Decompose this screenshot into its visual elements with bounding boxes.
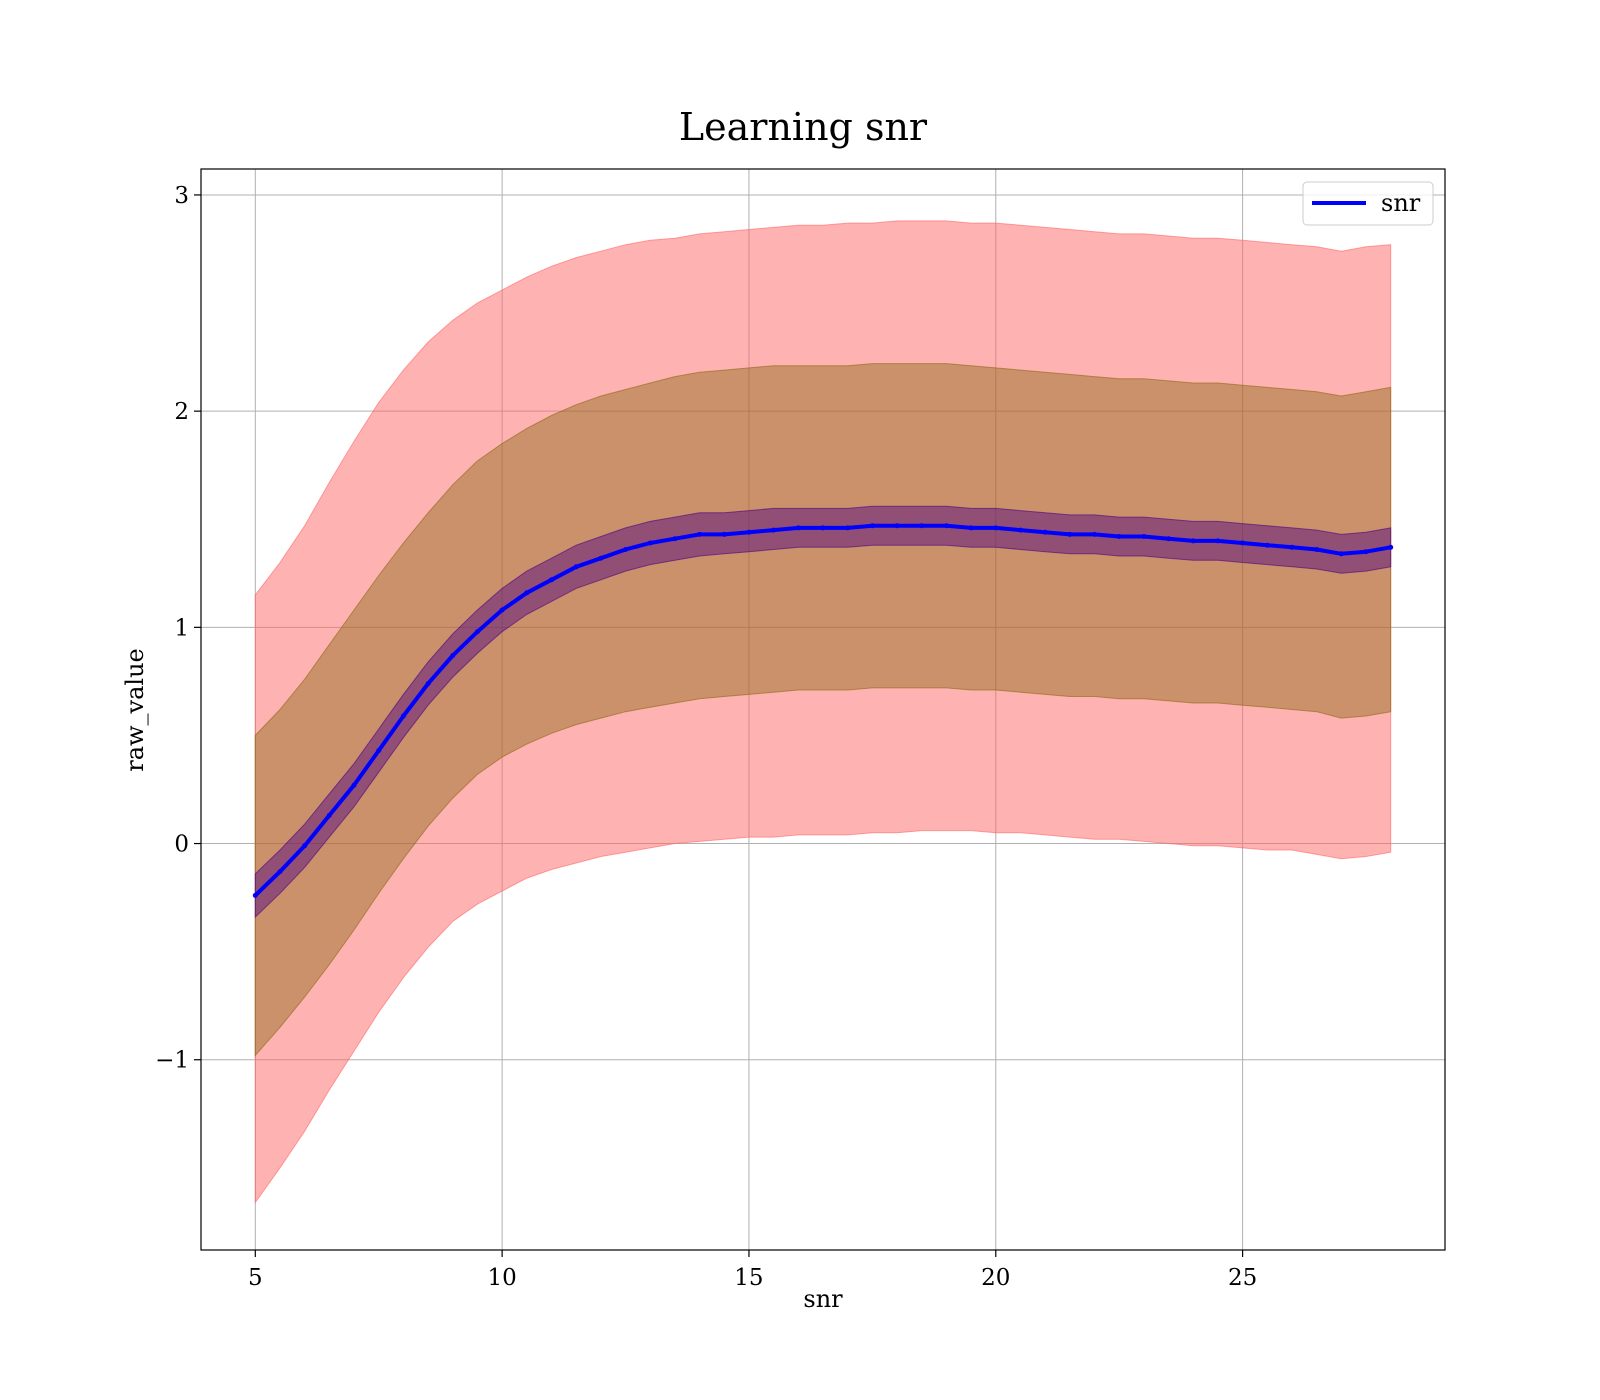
series-point-7	[425, 681, 431, 687]
series-point-45	[1363, 549, 1369, 555]
series-point-20	[746, 529, 752, 535]
series-point-2	[302, 843, 308, 849]
x-tick-label-25: 25	[1228, 1265, 1257, 1291]
series-point-25	[869, 523, 875, 529]
y-axis-ticks: −1 0 1 2 3	[155, 183, 201, 1074]
series-point-21	[771, 527, 777, 533]
legend: snr	[1302, 181, 1434, 226]
series-point-5	[376, 748, 382, 754]
series-point-43	[1314, 547, 1320, 552]
series-point-40	[1240, 540, 1246, 546]
series-point-9	[474, 629, 480, 635]
series-point-18	[697, 531, 703, 537]
legend-box	[1302, 181, 1434, 226]
series-point-41	[1264, 542, 1270, 548]
series-point-3	[326, 812, 332, 818]
series-point-30	[993, 525, 999, 531]
series-point-36	[1141, 534, 1147, 539]
series-point-10	[499, 607, 505, 613]
series-point-4	[351, 782, 357, 788]
y-tick-label-4: 3	[174, 183, 189, 209]
series-lines	[252, 523, 1394, 898]
series-point-33	[1067, 531, 1073, 537]
series-point-16	[647, 540, 653, 546]
series-point-15	[623, 547, 628, 552]
series-point-24	[845, 525, 851, 531]
x-axis-label: snr	[803, 1285, 843, 1313]
series-point-14	[598, 555, 604, 561]
series-point-31	[1018, 527, 1023, 533]
y-tick-label-2: 1	[174, 615, 189, 641]
series-point-28	[943, 523, 949, 529]
band-outer-band	[254, 220, 1392, 1204]
series-point-29	[968, 525, 974, 531]
series-point-46	[1388, 544, 1394, 550]
series-point-8	[450, 653, 456, 658]
series-point-37	[1166, 536, 1172, 542]
series-point-19	[721, 531, 727, 537]
y-tick-label-3: 2	[174, 399, 189, 425]
legend-entry-snr: snr	[1381, 189, 1421, 217]
y-tick-label-0: −1	[155, 1048, 189, 1074]
x-tick-label-20: 20	[981, 1265, 1010, 1291]
series-point-42	[1289, 544, 1295, 550]
x-tick-label-5: 5	[248, 1265, 263, 1291]
series-point-22	[795, 525, 801, 531]
series-point-34	[1092, 531, 1097, 537]
series-point-12	[549, 577, 554, 583]
x-tick-label-10: 10	[487, 1265, 516, 1291]
series-point-26	[894, 523, 900, 529]
series-point-35	[1116, 534, 1122, 539]
plot-area-frame	[200, 168, 1446, 1251]
series-point-6	[400, 713, 406, 719]
series-point-27	[919, 523, 925, 529]
series-point-23	[820, 525, 826, 531]
x-tick-label-15: 15	[734, 1265, 763, 1291]
series-point-17	[672, 536, 678, 542]
series-point-38	[1190, 538, 1196, 544]
chart-title: Learning snr	[679, 105, 928, 149]
x-axis-ticks: 5 10 15 20 25	[248, 1250, 1257, 1291]
y-axis-label: raw_value	[121, 648, 149, 772]
series-point-0	[252, 892, 258, 898]
series-point-1	[277, 869, 283, 875]
series-point-11	[524, 590, 530, 596]
series-point-32	[1042, 529, 1048, 535]
y-tick-label-1: 0	[174, 832, 189, 858]
series-point-13	[573, 564, 579, 570]
series-point-39	[1215, 538, 1221, 544]
series-point-44	[1338, 551, 1344, 557]
